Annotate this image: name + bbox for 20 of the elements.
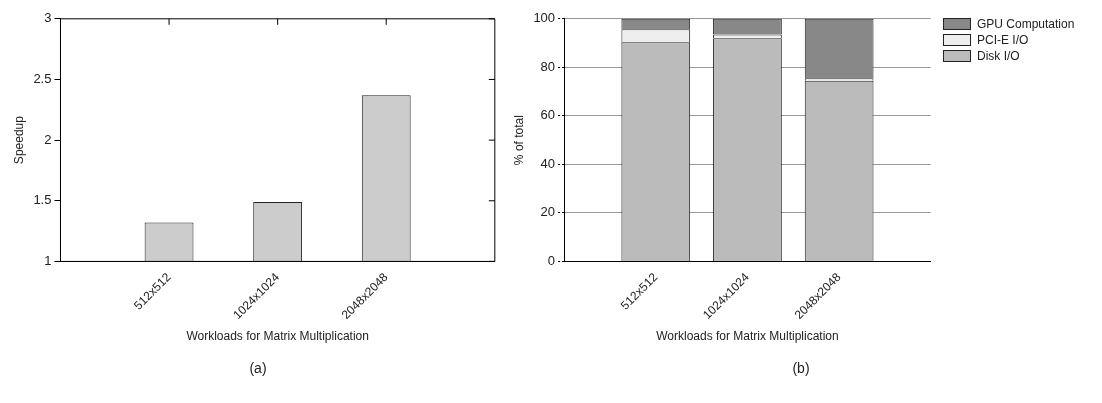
legend-label: Disk I/O	[977, 49, 1020, 63]
x-axis-title: Workloads for Matrix Multiplication	[186, 329, 369, 344]
y-tick-label: 1	[44, 253, 52, 268]
y-axis-title: Speedup	[11, 115, 26, 165]
y-tick-label: 2.5	[33, 71, 52, 87]
legend-label: PCI-E I/O	[977, 33, 1029, 47]
y-tick-label: 20	[540, 204, 556, 220]
y-tick-label: 0	[547, 253, 556, 268]
y-tick-label: 80	[540, 58, 556, 74]
y-axis-title: % of total	[511, 115, 526, 166]
text: (b)	[791, 360, 811, 376]
x-axis-title: Workloads for Matrix Multiplication	[656, 329, 839, 344]
y-tick-label: 40	[540, 155, 556, 171]
y-tick-label: 1.5	[33, 192, 52, 208]
y-tick-label: 100	[533, 10, 556, 26]
y-tick-label: 3	[44, 10, 52, 26]
text: (a)	[248, 360, 268, 376]
legend-label: GPU Computation	[977, 17, 1075, 31]
y-tick-label: 2	[44, 131, 52, 147]
y-tick-label: 60	[540, 107, 556, 123]
